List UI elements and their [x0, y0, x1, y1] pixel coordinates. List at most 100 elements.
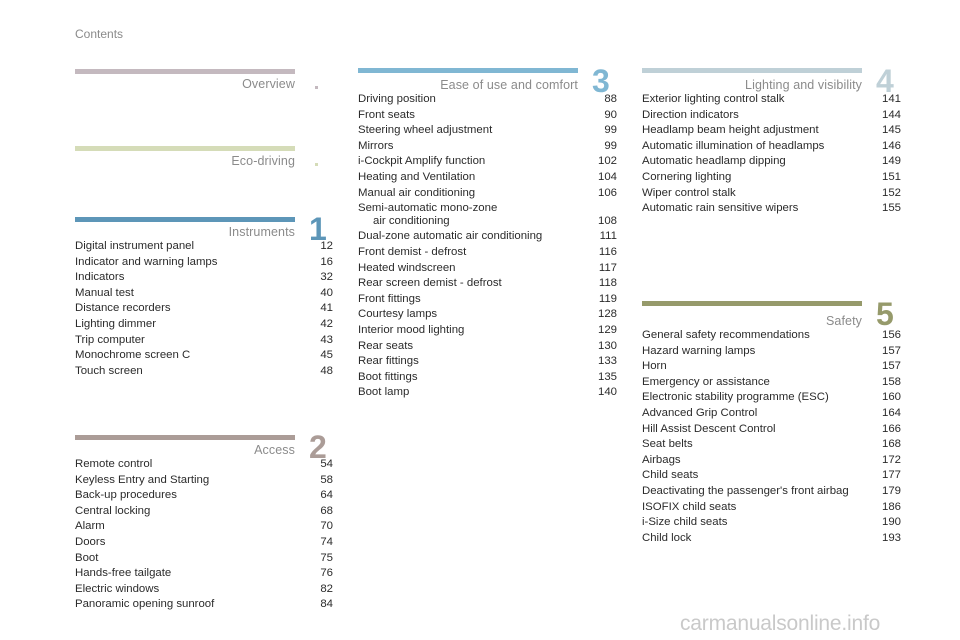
- toc-list-instruments: Digital instrument panel 12 Indicator and …: [75, 239, 333, 379]
- toc-entry-label: Keyless Entry and Starting: [75, 473, 210, 486]
- section-bar: [642, 68, 862, 73]
- toc-entry[interactable]: ISOFIX child seats 186: [642, 500, 901, 516]
- toc-entry[interactable]: Indicators 32: [75, 270, 333, 286]
- toc-entry-page: 129: [597, 323, 617, 336]
- toc-entry[interactable]: Semi-automatic mono-zone air conditioning…: [358, 201, 617, 229]
- toc-entry-page: 111: [599, 230, 617, 243]
- toc-entry[interactable]: Keyless Entry and Starting 58: [75, 473, 333, 489]
- toc-entry[interactable]: Trip computer 43: [75, 333, 333, 349]
- toc-entry-label: Headlamp beam height adjustment: [642, 124, 819, 137]
- toc-entry-label: Trip computer: [75, 333, 145, 346]
- toc-entry[interactable]: Cornering lighting 151: [642, 170, 901, 186]
- toc-entry[interactable]: Lighting dimmer 42: [75, 317, 333, 333]
- toc-entry[interactable]: Headlamp beam height adjustment 145: [642, 123, 901, 139]
- toc-entry-label: Cornering lighting: [642, 170, 732, 183]
- toc-entry-label: Hands-free tailgate: [75, 567, 172, 580]
- toc-entry-page: 45: [320, 349, 333, 362]
- section-number-5: 5: [876, 296, 894, 332]
- toc-entry[interactable]: Boot 75: [75, 551, 333, 567]
- toc-entry-page: 58: [320, 473, 333, 486]
- toc-entry-label-continued: air conditioning: [373, 214, 450, 227]
- toc-entry[interactable]: Rear fittings 133: [358, 354, 617, 370]
- toc-entry[interactable]: Rear screen demist - defrost 118: [358, 276, 617, 292]
- toc-entry[interactable]: Mirrors 99: [358, 139, 617, 155]
- toc-entry[interactable]: Front fittings 119: [358, 292, 617, 308]
- toc-entry[interactable]: Child seats 177: [642, 468, 901, 484]
- toc-entry[interactable]: i-Size child seats 190: [642, 515, 901, 531]
- toc-entry[interactable]: General safety recommendations 156: [642, 328, 901, 344]
- toc-entry[interactable]: Courtesy lamps 128: [358, 307, 617, 323]
- toc-entry[interactable]: Remote control 54: [75, 457, 333, 473]
- toc-entry[interactable]: Touch screen 48: [75, 364, 333, 380]
- toc-entry[interactable]: Front demist - defrost 116: [358, 245, 617, 261]
- section-ease-of-use: Ease of use and comfort 3 Driving positi…: [358, 63, 617, 401]
- toc-entry[interactable]: Manual air conditioning 106: [358, 186, 617, 202]
- toc-entry[interactable]: Indicator and warning lamps 16: [75, 255, 333, 271]
- toc-entry-page: 42: [320, 317, 333, 330]
- section-eco-driving: Eco-driving: [75, 146, 318, 168]
- toc-entry-label: Rear seats: [358, 339, 414, 352]
- toc-entry[interactable]: Boot lamp 140: [358, 385, 617, 401]
- toc-entry[interactable]: Heated windscreen 117: [358, 261, 617, 277]
- toc-entry[interactable]: Steering wheel adjustment 99: [358, 123, 617, 139]
- toc-entry-page: 160: [881, 391, 901, 404]
- toc-entry[interactable]: Heating and Ventilation 104: [358, 170, 617, 186]
- toc-entry[interactable]: Advanced Grip Control 164: [642, 406, 901, 422]
- toc-entry-label: Courtesy lamps: [358, 308, 438, 321]
- toc-entry-label: Steering wheel adjustment: [358, 124, 493, 137]
- toc-entry[interactable]: Back-up procedures 64: [75, 488, 333, 504]
- toc-entry-label: i-Size child seats: [642, 516, 728, 529]
- toc-entry-page: 41: [320, 302, 333, 315]
- toc-entry[interactable]: Distance recorders 41: [75, 301, 333, 317]
- toc-entry[interactable]: Deactivating the passenger's front airba…: [642, 484, 901, 500]
- toc-entry[interactable]: Monochrome screen C 45: [75, 348, 333, 364]
- toc-entry[interactable]: Automatic rain sensitive wipers 155: [642, 201, 901, 217]
- toc-entry-label: Child lock: [642, 531, 692, 544]
- toc-entry-page: 145: [881, 124, 901, 137]
- toc-entry-label: Advanced Grip Control: [642, 406, 758, 419]
- toc-entry-label: Automatic rain sensitive wipers: [642, 202, 799, 215]
- toc-entry[interactable]: Central locking 68: [75, 504, 333, 520]
- toc-entry[interactable]: Alarm 70: [75, 519, 333, 535]
- toc-entry[interactable]: Boot fittings 135: [358, 370, 617, 386]
- toc-entry-page: 151: [881, 170, 901, 183]
- toc-entry[interactable]: Dual-zone automatic air conditioning 111: [358, 229, 617, 245]
- toc-entry[interactable]: Rear seats 130: [358, 339, 617, 355]
- toc-entry[interactable]: Child lock 193: [642, 531, 901, 547]
- toc-entry-page: 40: [320, 286, 333, 299]
- toc-entry-page: 156: [881, 329, 901, 341]
- toc-entry-page: 54: [320, 458, 333, 470]
- toc-entry[interactable]: Hazard warning lamps 157: [642, 344, 901, 360]
- toc-entry-page: 118: [598, 277, 617, 290]
- section-number-3: 3: [592, 63, 610, 99]
- toc-entry[interactable]: Emergency or assistance 158: [642, 375, 901, 391]
- toc-entry-page: 177: [881, 469, 901, 482]
- toc-entry[interactable]: Electric windows 82: [75, 582, 333, 598]
- toc-entry[interactable]: Automatic illumination of headlamps 146: [642, 139, 901, 155]
- toc-entry[interactable]: Interior mood lighting 129: [358, 323, 617, 339]
- toc-entry-label: Digital instrument panel: [75, 240, 195, 252]
- toc-entry[interactable]: Automatic headlamp dipping 149: [642, 154, 901, 170]
- toc-entry[interactable]: Hands-free tailgate 76: [75, 566, 333, 582]
- toc-entry[interactable]: Wiper control stalk 152: [642, 186, 901, 202]
- toc-entry[interactable]: Airbags 172: [642, 453, 901, 469]
- toc-entry[interactable]: Panoramic opening sunroof 84: [75, 597, 333, 613]
- toc-entry-page: 157: [881, 360, 901, 373]
- toc-entry[interactable]: Electronic stability programme (ESC) 160: [642, 390, 901, 406]
- toc-entry[interactable]: Exterior lighting control stalk 141: [642, 92, 901, 108]
- toc-entry-page: 164: [881, 406, 901, 419]
- section-title-access: Access: [254, 443, 295, 457]
- toc-entry[interactable]: i-Cockpit Amplify function 102: [358, 154, 617, 170]
- toc-entry[interactable]: Front seats 90: [358, 108, 617, 124]
- toc-entry-label: Front demist - defrost: [358, 245, 467, 258]
- toc-entry[interactable]: Driving position 88: [358, 92, 617, 108]
- toc-entry[interactable]: Direction indicators 144: [642, 108, 901, 124]
- toc-entry[interactable]: Digital instrument panel 12: [75, 239, 333, 255]
- toc-entry-label: Deactivating the passenger's front airba…: [642, 484, 849, 497]
- toc-entry[interactable]: Horn 157: [642, 359, 901, 375]
- toc-entry[interactable]: Seat belts 168: [642, 437, 901, 453]
- toc-entry[interactable]: Hill Assist Descent Control 166: [642, 422, 901, 438]
- toc-entry[interactable]: Doors 74: [75, 535, 333, 551]
- section-bar: [75, 435, 295, 440]
- toc-entry[interactable]: Manual test 40: [75, 286, 333, 302]
